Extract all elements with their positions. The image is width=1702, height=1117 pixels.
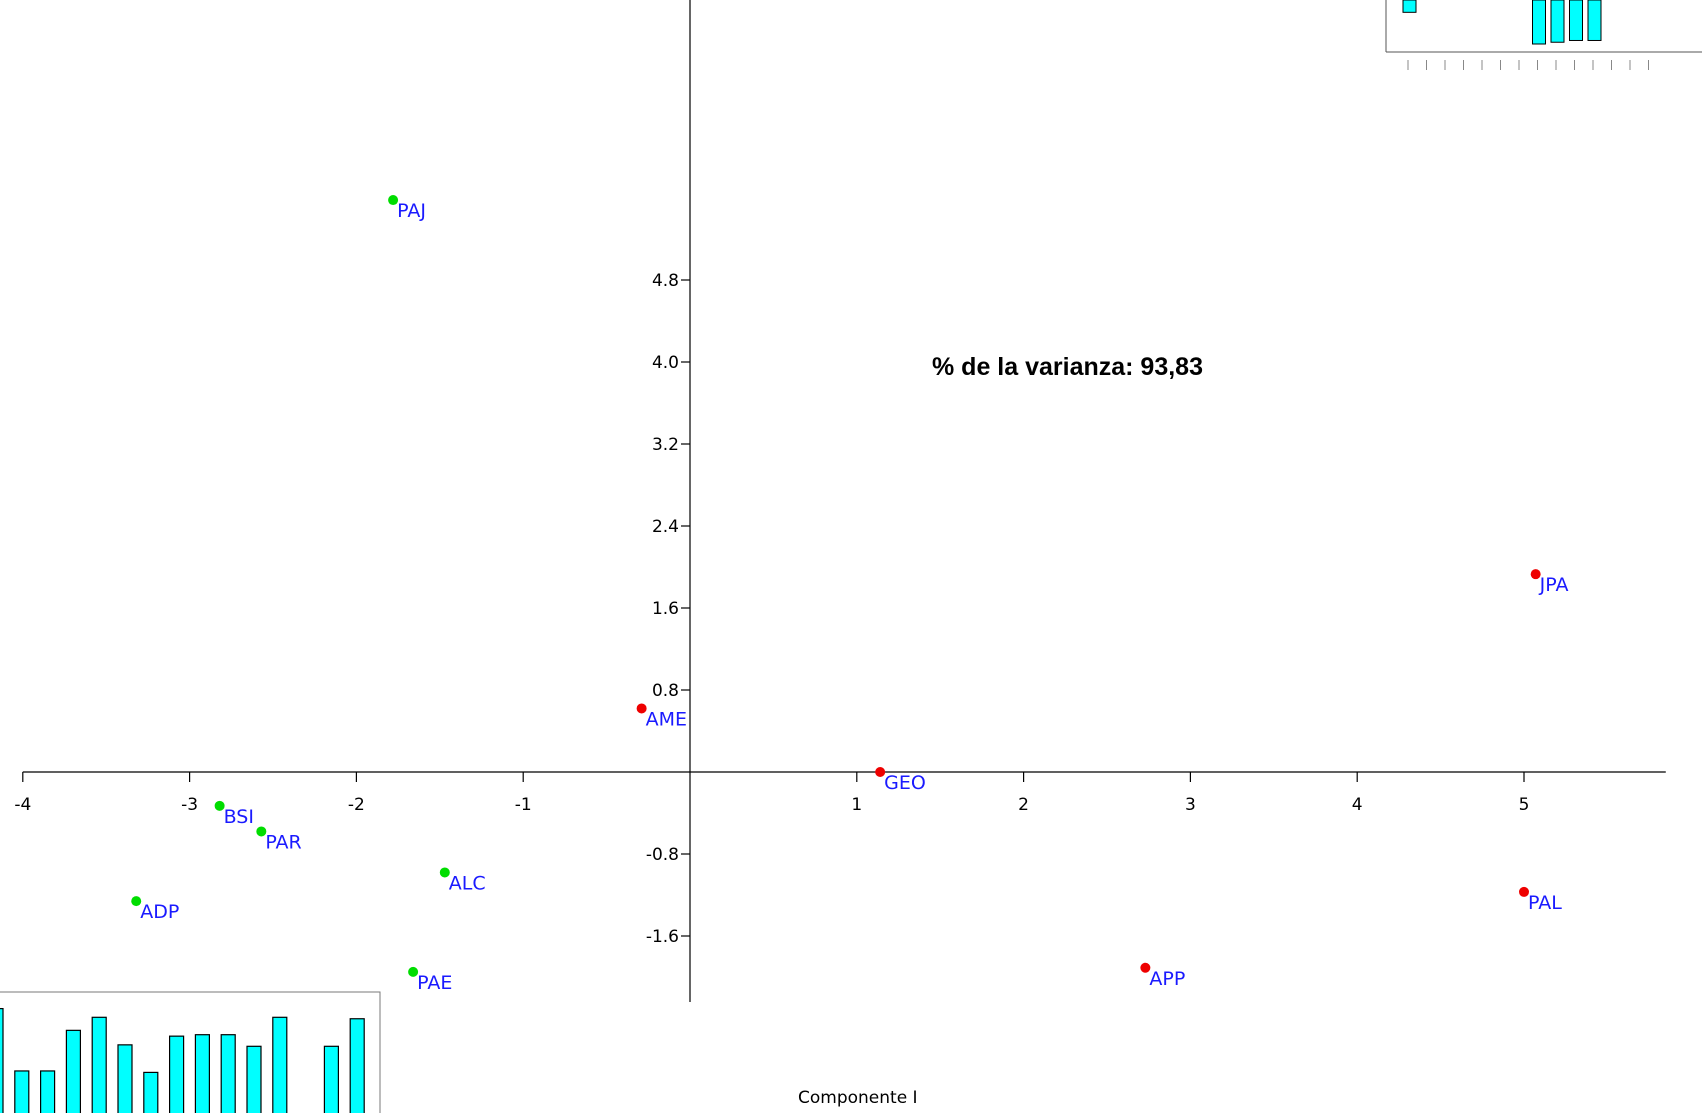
y-tick-label: 0.8 [652,681,679,701]
inset-bar [194,1034,210,1117]
scatter-point-app [1140,962,1151,973]
y-tick-label: ‑1.6 [646,927,679,947]
y-tick-label: 1.6 [652,599,679,619]
y-tick-label: 2.4 [652,517,679,537]
variance-annotation: % de la varianza: 93,83 [932,353,1203,381]
x-tick-label: 5 [1519,795,1530,815]
inset-bar [117,1044,133,1117]
inset-bar [1587,0,1602,41]
y-tick-label: 4.0 [652,353,679,373]
x-tick-label: 2 [1018,795,1029,815]
inset-bar [1402,0,1417,13]
point-label-pal: PAL [1528,892,1562,914]
scatter-point-paj [388,195,399,206]
inset-bar [143,1071,159,1117]
inset-bar [1569,0,1583,41]
point-label-bsi: BSI [224,806,254,828]
point-label-geo: GEO [884,772,926,794]
x-tick-label: ‑3 [181,795,198,815]
y-tick-label: 3.2 [652,435,679,455]
point-label-pae: PAE [417,972,452,994]
point-label-alc: ALC [449,872,486,894]
scatter-point-alc [439,867,450,878]
inset-bar-chart-bottom [0,991,381,1117]
point-label-ame: AME [646,708,687,730]
x-tick-label: 3 [1185,795,1196,815]
inset-bar [246,1045,262,1117]
inset-bar [1532,0,1546,45]
x-axis-title: Componente I [798,1088,918,1108]
x-tick-label: ‑1 [515,795,532,815]
scatter-point-geo [875,767,886,777]
scatter-point-adp [131,896,142,907]
inset-bar [65,1029,82,1117]
inset-bar [0,1007,4,1117]
x-tick-label: ‑4 [14,795,31,815]
scatter-point-jpa [1530,569,1541,580]
point-label-par: PAR [265,831,301,853]
inset-bar-chart-top [1352,0,1702,70]
scatter-point-ame [636,703,647,714]
scatter-point-bsi [214,800,225,811]
inset-bar [39,1070,56,1117]
x-tick-label: ‑2 [348,795,365,815]
scatter-point-pae [408,966,419,977]
inset-bar [220,1034,236,1117]
y-tick-label: 4.8 [652,271,679,291]
point-label-app: APP [1149,968,1185,990]
inset-bar [1550,0,1565,43]
scatter-point-pal [1519,886,1529,897]
point-label-adp: ADP [140,901,179,923]
x-tick-label: 4 [1352,795,1363,815]
scatter-point-par [256,826,267,837]
inset-bar [349,1018,365,1117]
inset-bar [14,1070,30,1117]
inset-bar [272,1016,288,1117]
inset-bar [323,1045,339,1117]
y-tick-label: ‑0.8 [646,845,679,865]
inset-bar [91,1016,107,1117]
inset-frame [0,991,381,1117]
x-tick-label: 1 [851,795,862,815]
point-label-paj: PAJ [397,200,426,222]
inset-bar [169,1035,185,1117]
point-label-jpa: JPA [1539,574,1569,596]
